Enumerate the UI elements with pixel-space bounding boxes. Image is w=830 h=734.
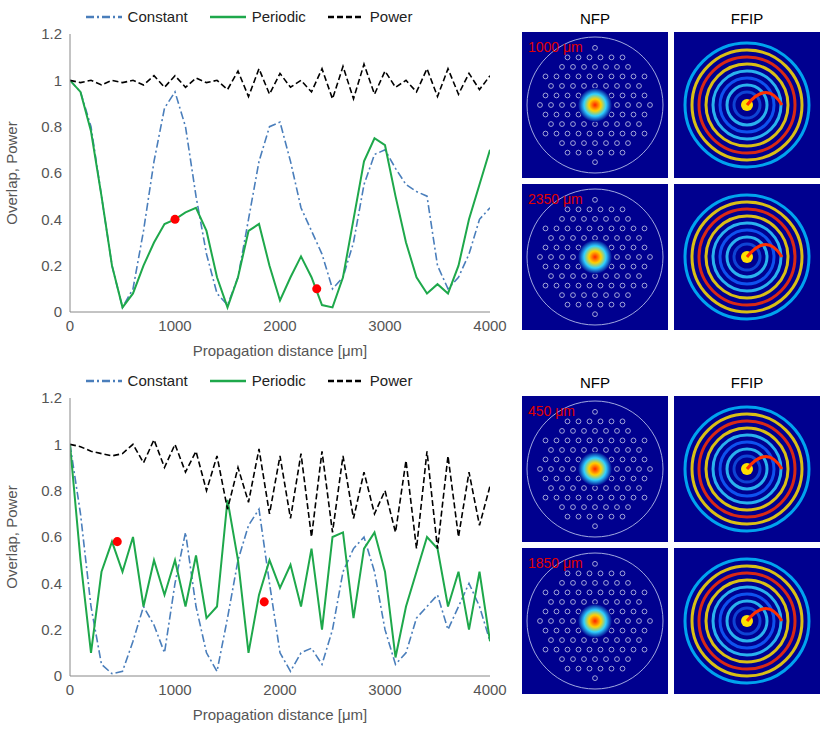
svg-text:0: 0: [66, 681, 74, 698]
html-text:FFIP: FFIP: [730, 10, 764, 27]
svg-text:4000: 4000: [473, 681, 506, 698]
html-text:Constant: Constant: [127, 8, 188, 25]
svg-text:1000 μm: 1000 μm: [528, 39, 583, 55]
svg-text:1850 μm: 1850 μm: [528, 555, 583, 571]
svg-text:450 μm: 450 μm: [528, 403, 575, 419]
svg-text:0.4: 0.4: [41, 575, 62, 592]
html-text:Periodic: Periodic: [251, 372, 306, 389]
svg-text:3000: 3000: [368, 681, 401, 698]
svg-text:Propagation distance [μm]: Propagation distance [μm]: [193, 342, 368, 359]
svg-text:0.6: 0.6: [41, 528, 62, 545]
svg-text:0: 0: [54, 303, 62, 320]
svg-text:Overlap, Power: Overlap, Power: [4, 485, 20, 588]
svg-text:Propagation distance [μm]: Propagation distance [μm]: [193, 706, 368, 723]
html-text:NFP: NFP: [580, 374, 610, 391]
svg-text:0.2: 0.2: [41, 257, 62, 274]
svg-text:4000: 4000: [473, 317, 506, 334]
html-text:FFIP: FFIP: [730, 374, 764, 391]
html-text:Power: Power: [369, 372, 413, 389]
svg-text:0: 0: [66, 317, 74, 334]
svg-text:1: 1: [54, 436, 62, 453]
svg-text:3000: 3000: [368, 317, 401, 334]
svg-text:Overlap, Power: Overlap, Power: [4, 121, 20, 224]
html-text:Power: Power: [369, 8, 413, 25]
svg-text:0.6: 0.6: [41, 164, 62, 181]
svg-text:1.2: 1.2: [41, 389, 62, 406]
html-text:Constant: Constant: [127, 372, 188, 389]
svg-text:0: 0: [54, 667, 62, 684]
svg-text:1: 1: [54, 72, 62, 89]
html-text:Periodic: Periodic: [251, 8, 306, 25]
svg-text:0.4: 0.4: [41, 211, 62, 228]
html-text:NFP: NFP: [580, 10, 610, 27]
svg-text:2350 μm: 2350 μm: [528, 191, 583, 207]
svg-text:0.8: 0.8: [41, 482, 62, 499]
svg-text:1000: 1000: [158, 681, 191, 698]
svg-text:0.8: 0.8: [41, 118, 62, 135]
svg-text:2000: 2000: [263, 317, 296, 334]
svg-text:1.2: 1.2: [41, 25, 62, 42]
svg-text:0.2: 0.2: [41, 621, 62, 638]
svg-text:1000: 1000: [158, 317, 191, 334]
svg-text:2000: 2000: [263, 681, 296, 698]
